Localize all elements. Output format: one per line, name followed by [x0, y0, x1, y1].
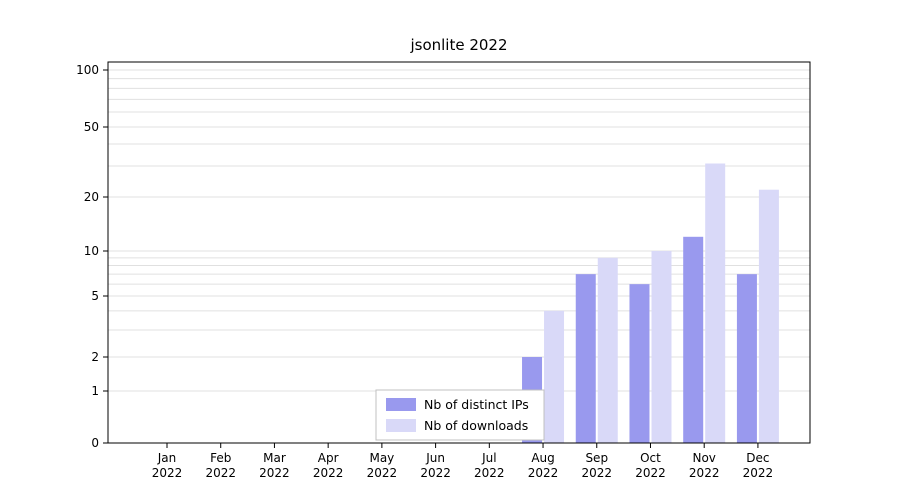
legend-swatch-distinct-ips	[386, 398, 416, 411]
x-tick-label: Oct 2022	[635, 451, 666, 480]
legend-label-distinct-ips: Nb of distinct IPs	[424, 397, 529, 412]
y-tick-label: 100	[76, 63, 99, 77]
bar-distinct-ips-nov	[683, 236, 704, 443]
y-tick-label: 50	[84, 120, 99, 134]
legend: Nb of distinct IPs Nb of downloads	[375, 389, 545, 441]
bar-downloads-nov	[705, 163, 726, 443]
x-tick-label: Sep 2022	[581, 451, 612, 480]
y-tick-label: 10	[84, 244, 99, 258]
bar-downloads-aug	[544, 310, 565, 443]
y-tick-label: 0	[91, 436, 99, 450]
y-tick-label: 2	[91, 350, 99, 364]
x-tick-label: Jun 2022	[420, 451, 451, 480]
x-tick-label: Nov 2022	[689, 451, 720, 480]
x-tick-label: Aug 2022	[528, 451, 559, 480]
series-downloads	[544, 163, 779, 443]
bar-distinct-ips-sep	[575, 274, 596, 443]
bar-distinct-ips-dec	[736, 274, 757, 443]
bar-distinct-ips-oct	[629, 284, 650, 443]
bar-downloads-oct	[651, 251, 672, 443]
x-tick-label: May 2022	[367, 451, 398, 480]
y-tick-label: 20	[84, 190, 99, 204]
series-distinct-ips	[522, 236, 757, 443]
chart-title: jsonlite 2022	[409, 36, 507, 54]
bar-downloads-dec	[758, 189, 779, 443]
gridlines	[108, 69, 810, 392]
x-tick-label: Apr 2022	[313, 451, 344, 480]
x-tick-label: Feb 2022	[205, 451, 236, 480]
y-tick-label: 1	[91, 384, 99, 398]
bar-downloads-sep	[597, 257, 618, 443]
legend-swatch-downloads	[386, 419, 416, 432]
legend-label-downloads: Nb of downloads	[424, 418, 528, 433]
x-tick-label: Mar 2022	[259, 451, 290, 480]
x-tick-label: Dec 2022	[743, 451, 774, 480]
plot-border	[107, 61, 811, 444]
x-tick-label: Jan 2022	[152, 451, 183, 480]
x-tick-label: Jul 2022	[474, 451, 505, 480]
y-tick-label: 5	[91, 289, 99, 303]
